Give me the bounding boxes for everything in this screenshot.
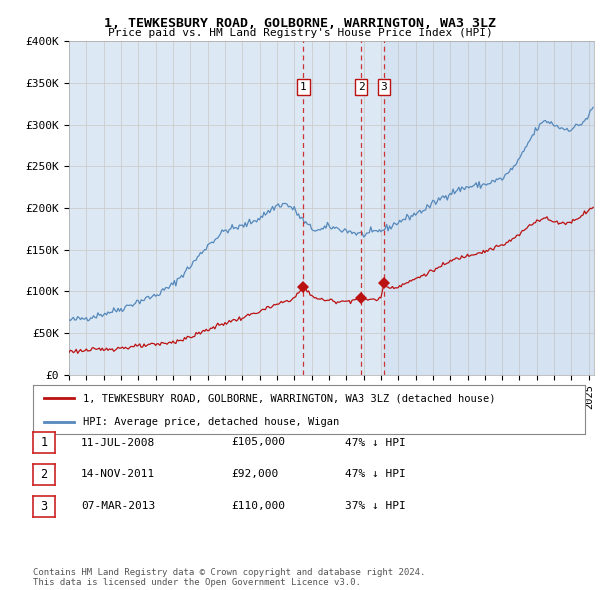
Text: 11-JUL-2008: 11-JUL-2008 bbox=[81, 438, 155, 447]
Text: 07-MAR-2013: 07-MAR-2013 bbox=[81, 502, 155, 511]
Text: 1, TEWKESBURY ROAD, GOLBORNE, WARRINGTON, WA3 3LZ: 1, TEWKESBURY ROAD, GOLBORNE, WARRINGTON… bbox=[104, 17, 496, 30]
Text: 47% ↓ HPI: 47% ↓ HPI bbox=[345, 438, 406, 447]
Text: Price paid vs. HM Land Registry's House Price Index (HPI): Price paid vs. HM Land Registry's House … bbox=[107, 28, 493, 38]
Text: 47% ↓ HPI: 47% ↓ HPI bbox=[345, 470, 406, 479]
Text: 14-NOV-2011: 14-NOV-2011 bbox=[81, 470, 155, 479]
Bar bbox=[384, 41, 594, 375]
Text: 2: 2 bbox=[40, 468, 47, 481]
Text: 37% ↓ HPI: 37% ↓ HPI bbox=[345, 502, 406, 511]
Text: HPI: Average price, detached house, Wigan: HPI: Average price, detached house, Wiga… bbox=[83, 417, 339, 427]
Text: £105,000: £105,000 bbox=[231, 438, 285, 447]
Text: 3: 3 bbox=[40, 500, 47, 513]
Text: £92,000: £92,000 bbox=[231, 470, 278, 479]
Text: 1: 1 bbox=[40, 436, 47, 449]
Text: 1, TEWKESBURY ROAD, GOLBORNE, WARRINGTON, WA3 3LZ (detached house): 1, TEWKESBURY ROAD, GOLBORNE, WARRINGTON… bbox=[83, 394, 495, 404]
Text: 3: 3 bbox=[380, 82, 388, 92]
Text: 1: 1 bbox=[300, 82, 307, 92]
Text: 2: 2 bbox=[358, 82, 365, 92]
Text: Contains HM Land Registry data © Crown copyright and database right 2024.
This d: Contains HM Land Registry data © Crown c… bbox=[33, 568, 425, 587]
Text: £110,000: £110,000 bbox=[231, 502, 285, 511]
